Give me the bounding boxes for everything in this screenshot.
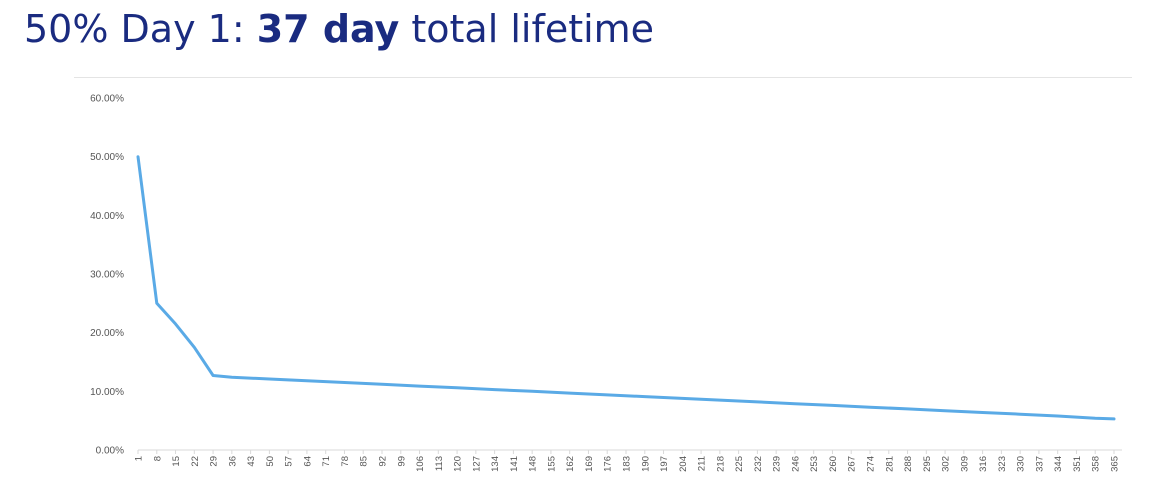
x-tick-label: 148: [528, 456, 539, 472]
title-prefix: 50% Day 1:: [24, 7, 257, 51]
x-tick-label: 295: [922, 456, 933, 472]
title-emphasis: 37 day: [256, 7, 400, 51]
x-tick-label: 176: [603, 456, 614, 472]
x-tick-label: 330: [1016, 456, 1027, 472]
x-tick-label: 141: [509, 456, 520, 472]
x-tick-label: 15: [171, 456, 182, 467]
x-tick-label: 99: [396, 456, 407, 467]
x-tick-label: 281: [884, 456, 895, 472]
x-tick-label: 309: [959, 456, 970, 472]
title-suffix: total lifetime: [399, 7, 655, 51]
x-tick-label: 204: [678, 456, 689, 472]
x-tick-label: 267: [847, 456, 858, 472]
page-title: 50% Day 1: 37 day total lifetime: [24, 4, 654, 54]
x-tick-label: 36: [227, 456, 238, 467]
x-tick-label: 8: [152, 456, 163, 461]
x-tick-label: 246: [790, 456, 801, 472]
x-tick-label: 211: [697, 456, 708, 471]
x-tick-label: 239: [772, 456, 783, 472]
x-tick-label: 344: [1053, 456, 1064, 472]
x-tick-label: 274: [866, 456, 877, 472]
x-tick-label: 323: [997, 456, 1008, 472]
x-tick-label: 365: [1110, 456, 1121, 472]
x-tick-label: 183: [622, 456, 633, 472]
x-tick-label: 169: [584, 456, 595, 472]
x-tick-label: 162: [565, 456, 576, 472]
x-tick-label: 260: [828, 456, 839, 472]
y-tick-label: 0.00%: [96, 446, 124, 457]
y-tick-label: 40.00%: [90, 211, 124, 222]
x-tick-label: 316: [978, 456, 989, 472]
x-tick-label: 71: [321, 456, 332, 467]
y-tick-label: 60.00%: [90, 94, 124, 105]
x-tick-label: 92: [378, 456, 389, 467]
x-tick-label: 43: [246, 456, 257, 467]
x-tick-label: 337: [1034, 456, 1045, 472]
line-chart: 0.00% 10.00% 20.00% 30.00% 40.00% 50.00% 60.00…: [90, 94, 1122, 472]
x-tick-label: 85: [359, 456, 370, 467]
y-tick-label: 30.00%: [90, 270, 124, 281]
x-tick-label: 78: [340, 456, 351, 467]
x-tick-label: 106: [415, 456, 426, 472]
retention-series-line: [136, 155, 1116, 421]
y-tick-label: 20.00%: [90, 328, 124, 339]
y-tick-label: 10.00%: [90, 387, 124, 398]
x-tick-label: 253: [809, 456, 820, 472]
x-tick-label: 120: [453, 456, 464, 472]
x-tick-label: 190: [640, 456, 651, 472]
x-tick-label: 113: [434, 456, 445, 471]
x-tick-label: 197: [659, 456, 670, 472]
x-tick-label: 218: [715, 456, 726, 472]
x-tick-label: 64: [302, 456, 313, 467]
x-tick-label: 225: [734, 456, 745, 472]
x-tick-label: 351: [1072, 456, 1083, 472]
x-tick-label: 302: [941, 456, 952, 472]
chart-area: 0.00% 10.00% 20.00% 30.00% 40.00% 50.00% 60.00…: [74, 77, 1132, 486]
x-tick-label: 22: [190, 456, 201, 467]
x-tick-label: 232: [753, 456, 764, 472]
x-tick-label: 1: [134, 456, 145, 461]
x-tick-label: 29: [209, 456, 220, 467]
x-tick-label: 57: [284, 456, 295, 467]
x-tick-label: 155: [546, 456, 557, 472]
x-tick-label: 127: [471, 456, 482, 472]
x-tick-label: 134: [490, 456, 501, 472]
x-tick-label: 288: [903, 456, 914, 472]
x-tick-label: 358: [1091, 456, 1102, 472]
x-tick-label: 50: [265, 456, 276, 467]
y-tick-label: 50.00%: [90, 152, 124, 163]
